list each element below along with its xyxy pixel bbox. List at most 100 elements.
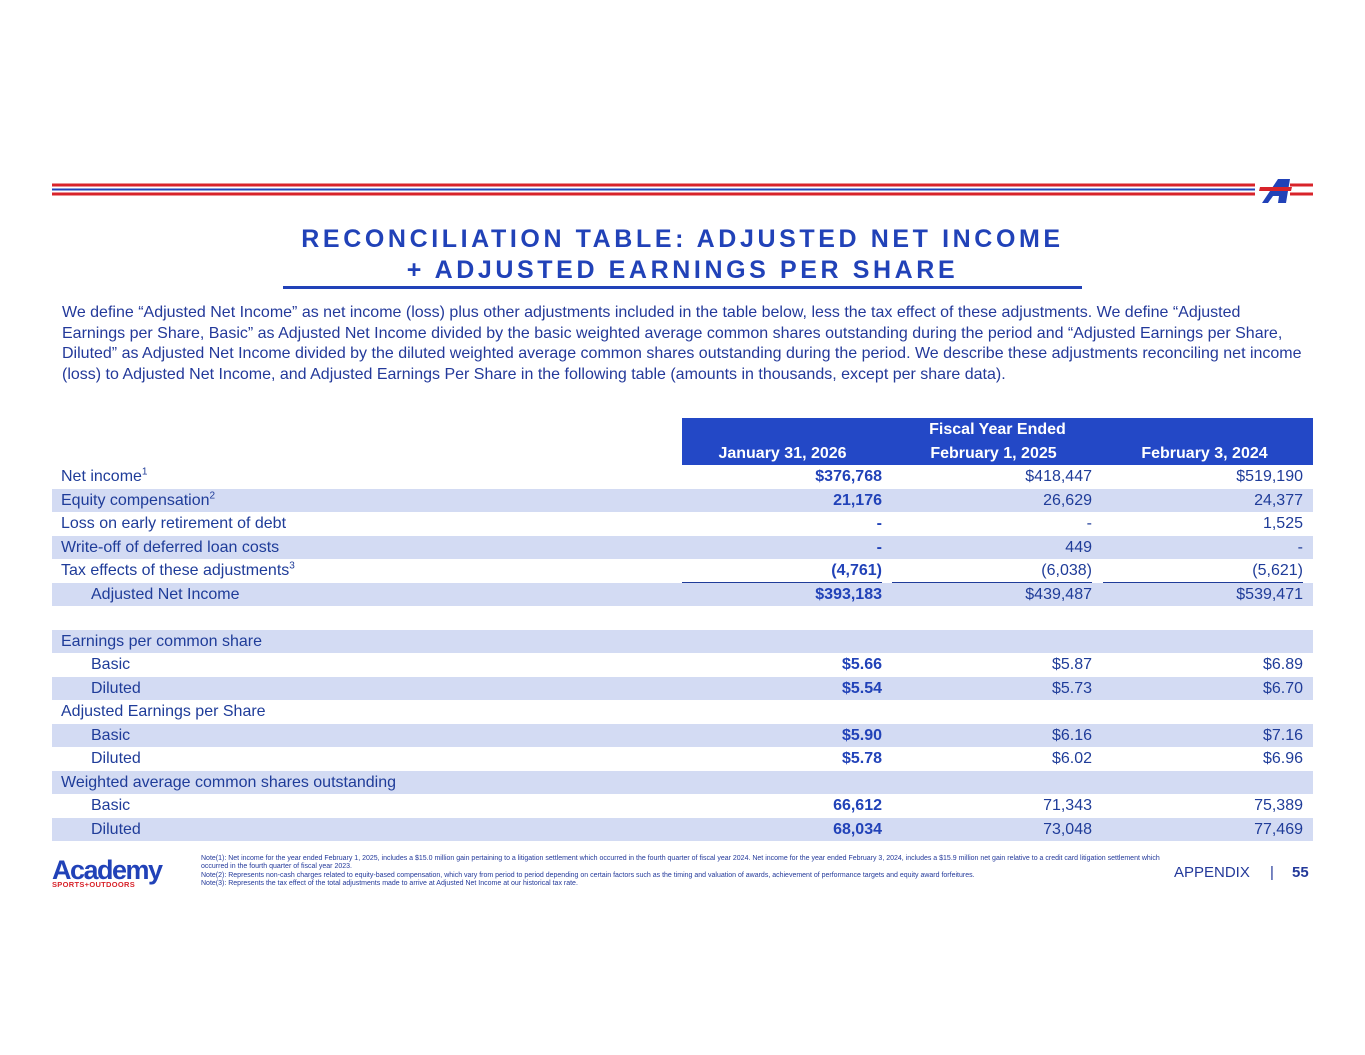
footnote-ref: 2 [209, 490, 216, 502]
table-row: Tax effects of these adjustments3 (4,761)… [52, 559, 1313, 583]
table-row: Diluted $5.78 $6.02 $6.96 [52, 747, 1313, 771]
label-text: Net income [61, 468, 142, 485]
row-label: Tax effects of these adjustments3 [61, 559, 295, 583]
cell-value: $393,183 [815, 585, 882, 603]
column-header: February 1, 2025 [930, 444, 1057, 462]
note: Note(2): Represents non-cash charges rel… [201, 871, 975, 879]
label-text: Basic [91, 656, 131, 673]
cell-value: - [1297, 538, 1303, 556]
cell-value: $418,447 [1025, 468, 1092, 485]
row-label: Weighted average common shares outstandi… [61, 771, 396, 795]
row-label: Net income1 [61, 465, 147, 489]
cell-value: 73,048 [1043, 820, 1092, 838]
header-stripes [52, 179, 1313, 203]
cell-value: 71,343 [1043, 797, 1092, 814]
cell-value: $7.16 [1262, 726, 1303, 744]
cell-value: $5.73 [1051, 679, 1092, 697]
label-text: Basic [91, 726, 131, 744]
column-header: February 3, 2024 [1141, 444, 1268, 462]
cell-value: 21,176 [833, 491, 882, 509]
cell-value: $5.90 [841, 726, 882, 744]
title-rule [283, 286, 1082, 289]
cell-value: (6,038) [892, 559, 1092, 583]
cell-value: 66,612 [833, 797, 882, 814]
row-label: Diluted [91, 747, 141, 771]
title-line: RECONCILIATION TABLE: ADJUSTED NET INCOM… [301, 225, 1064, 253]
logo-subtitle: SPORTS+OUTDOORS [52, 880, 136, 889]
cell-value: $5.87 [1051, 656, 1092, 673]
intro-text: We define “Adjusted Net Income” as net i… [62, 304, 1302, 383]
table: Fiscal Year Ended January 31, 2026 Februa… [52, 418, 1313, 841]
cell-value: $6.02 [1051, 750, 1092, 767]
row-label: Diluted [91, 677, 141, 701]
label-text: Earnings per common share [61, 632, 262, 650]
table-row: Net income1 $376,768 $418,447 $519,190 [52, 465, 1313, 489]
cell-value: (5,621) [1103, 559, 1303, 583]
note: Note(1): Net income for the year ended F… [201, 855, 1160, 871]
cell-value: 26,629 [1043, 491, 1092, 509]
label-text: Loss on early retirement of debt [61, 515, 287, 532]
row-label: Loss on early retirement of debt [61, 512, 286, 536]
cell-value: $6.89 [1262, 656, 1303, 673]
cell-value: - [876, 538, 882, 556]
table-row: Diluted $5.54 $5.73 $6.70 [52, 676, 1313, 701]
row-label: Equity compensation2 [61, 489, 215, 513]
separator: | [1270, 864, 1274, 881]
table-row: Loss on early retirement of debt - - 1,525 [52, 512, 1313, 536]
label-text: Diluted [91, 820, 141, 838]
label-text: Weighted average common shares outstandi… [61, 773, 397, 791]
label-text: Adjusted Earnings per Share [61, 703, 266, 720]
footnote-ref: 1 [141, 466, 148, 478]
row-label: Basic [91, 653, 130, 677]
table-row: Earnings per common share [52, 629, 1313, 654]
cell-value: $6.70 [1262, 679, 1303, 697]
table-row: Equity compensation2 21,176 26,629 24,377 [52, 488, 1313, 513]
table-row: Basic $5.66 $5.87 $6.89 [52, 653, 1313, 677]
label-text: Tax effects of these adjustments [61, 562, 290, 579]
cell-value: 1,525 [1262, 515, 1303, 532]
section-label: APPENDIX [1174, 864, 1250, 881]
spacer-row [52, 606, 1313, 630]
cell-value: $439,487 [1025, 585, 1092, 603]
cell-value: 24,377 [1254, 491, 1303, 509]
cell-value: 77,469 [1254, 820, 1303, 838]
title-line: + ADJUSTED EARNINGS PER SHARE [406, 256, 959, 284]
row-label: Adjusted Earnings per Share [61, 700, 266, 724]
label-text: Adjusted Net Income [91, 585, 240, 603]
footnote-ref: 3 [289, 560, 295, 572]
table-row: Write-off of deferred loan costs - 449 - [52, 535, 1313, 560]
cell-value: $5.66 [841, 656, 882, 673]
cell-value: $6.16 [1051, 726, 1092, 744]
cell-value: - [1086, 515, 1092, 532]
row-label: Diluted [91, 818, 141, 842]
page-number: 55 [1292, 864, 1309, 881]
cell-value: $5.54 [841, 679, 882, 697]
cell-value: 75,389 [1254, 797, 1303, 814]
notes: Note(1): Net income for the year ended F… [201, 855, 1161, 888]
table-row: Basic 66,612 71,343 75,389 [52, 794, 1313, 818]
table-row: Adjusted Net Income $393,183 $439,487 $539,… [52, 582, 1313, 607]
logo: Academy [52, 855, 163, 885]
cell-value: (4,761) [682, 559, 882, 583]
cell-value: $539,471 [1236, 585, 1303, 603]
cell-value: 449 [1065, 538, 1092, 556]
cell-value: - [876, 515, 882, 532]
row-label: Basic [91, 794, 130, 818]
column-header: January 31, 2026 [718, 444, 847, 462]
table-row: Weighted average common shares outstandi… [52, 770, 1313, 795]
table-row: Diluted 68,034 73,048 77,469 [52, 817, 1313, 842]
cell-value: $5.78 [841, 750, 882, 767]
row-label: Basic [91, 724, 130, 748]
cell-value: $376,768 [815, 468, 882, 485]
column-header-row: January 31, 2026 February 1, 2025 February… [682, 441, 1313, 465]
row-label: Write-off of deferred loan costs [61, 536, 279, 560]
group-header: Fiscal Year Ended [682, 418, 1313, 442]
row-label: Earnings per common share [61, 630, 262, 654]
label-text: Basic [91, 797, 131, 814]
row-label: Adjusted Net Income [91, 583, 240, 607]
cell-value: $6.96 [1262, 750, 1303, 767]
label-text: Diluted [91, 679, 141, 697]
table-row: Adjusted Earnings per Share [52, 700, 1313, 724]
table-row: Basic $5.90 $6.16 $7.16 [52, 723, 1313, 748]
